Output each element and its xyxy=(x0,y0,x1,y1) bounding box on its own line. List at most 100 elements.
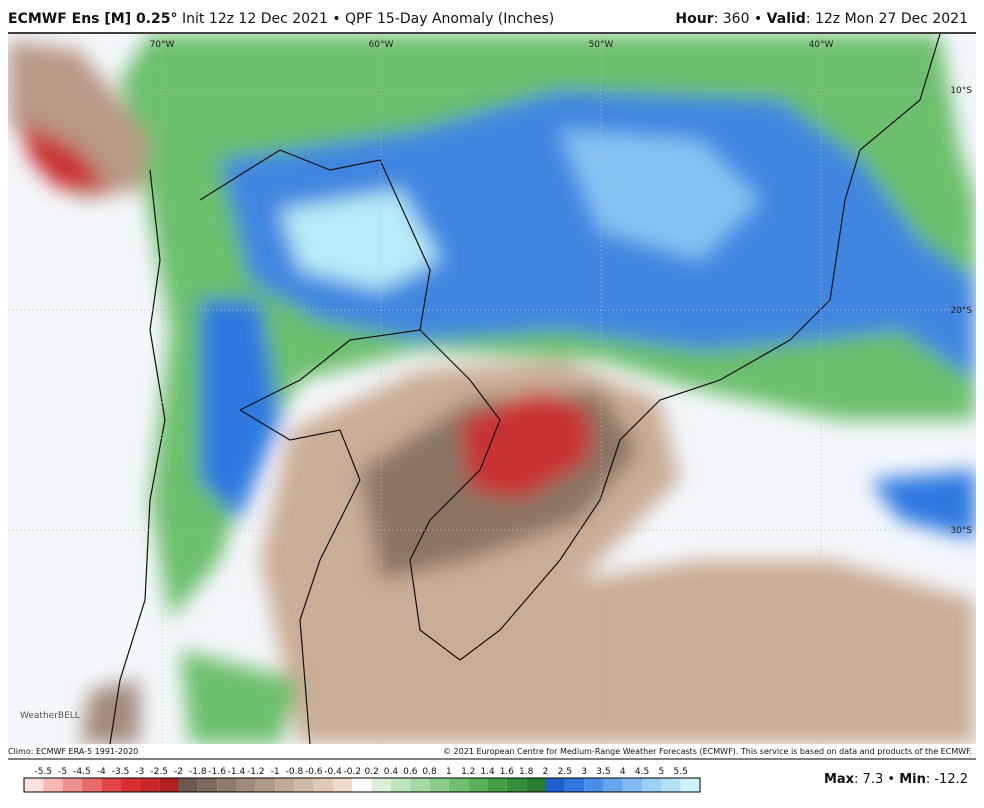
colorbar-swatch xyxy=(410,778,430,792)
colorbar-swatch xyxy=(526,778,546,792)
colorbar-label: 1 xyxy=(446,767,452,777)
longitude-labels: 70°W 60°W 50°W 40°W xyxy=(150,34,834,744)
colorbar-swatch xyxy=(178,778,198,792)
max-value: : 7.3 • xyxy=(854,772,896,787)
valid-value: : 12z Mon 27 Dec 2021 xyxy=(805,11,968,27)
colorbar-label: 1.4 xyxy=(480,767,495,777)
colorbar-label: -1.2 xyxy=(247,767,265,777)
colorbar-label: 0.4 xyxy=(384,767,399,777)
colorbar-label: -5.5 xyxy=(35,767,53,777)
colorbar-swatch xyxy=(62,778,82,792)
colorbar-swatch xyxy=(43,778,63,792)
colorbar-label: -2 xyxy=(174,767,183,777)
lon-label: 40°W xyxy=(809,40,834,50)
colorbar-swatch xyxy=(120,778,140,792)
colorbar-label: 0.8 xyxy=(422,767,437,777)
header-right: Hour: 360 • Valid: 12z Mon 27 Dec 2021 xyxy=(675,11,968,27)
colorbar-swatch xyxy=(139,778,160,792)
colorbar-label: -1.6 xyxy=(208,767,226,777)
colorbar-label: 1.2 xyxy=(461,767,475,777)
colorbar-label: 3.5 xyxy=(596,767,610,777)
colorbar-swatch xyxy=(352,778,372,792)
colorbar-swatch xyxy=(333,778,353,792)
colorbar-label: 2 xyxy=(543,767,549,777)
colorbar-swatch xyxy=(545,778,565,792)
model-name: ECMWF Ens [M] 0.25° xyxy=(8,11,178,27)
colorbar-swatch xyxy=(197,778,218,792)
colorbar-label: -4.5 xyxy=(73,767,91,777)
hour-label: Hour xyxy=(675,11,714,27)
colorbar-label: -3 xyxy=(135,767,144,777)
colorbar-swatch xyxy=(564,778,585,792)
stats: Max: 7.3 • Min: -12.2 xyxy=(824,772,968,787)
colorbar-label: 4 xyxy=(620,767,626,777)
colorbar-label: -0.4 xyxy=(324,767,342,777)
colorbar-label: 1.6 xyxy=(500,767,515,777)
hour-value: : 360 • xyxy=(713,11,763,27)
lat-label: 10°S xyxy=(950,86,972,96)
colorbar-swatch xyxy=(506,778,527,792)
colorbar-label: -1.4 xyxy=(228,767,246,777)
borders xyxy=(109,34,941,744)
colorbar-label: 1.8 xyxy=(519,767,534,777)
min-value: : -12.2 xyxy=(925,772,968,787)
colorbar-frame xyxy=(23,777,701,793)
colorbar-swatch xyxy=(81,778,102,792)
valid-label: Valid xyxy=(766,11,806,27)
min-label: Min xyxy=(899,772,926,787)
colorbar-label: 0.6 xyxy=(403,767,418,777)
colorbar-label: 5 xyxy=(659,767,665,777)
colorbar-label: 2.5 xyxy=(558,767,572,777)
colorbar-label: -2.5 xyxy=(150,767,168,777)
colorbar-label: -0.6 xyxy=(305,767,323,777)
colorbar-label: 3 xyxy=(581,767,587,777)
colorbar-swatch xyxy=(642,778,662,792)
colorbar-label: -3.5 xyxy=(112,767,130,777)
max-label: Max xyxy=(823,772,855,787)
colorbar-label: 0.2 xyxy=(364,767,378,777)
colorbar-swatch xyxy=(217,778,237,792)
colorbar-swatch xyxy=(661,778,681,792)
colorbar-swatch xyxy=(255,778,276,792)
header-left: ECMWF Ens [M] 0.25° Init 12z 12 Dec 2021… xyxy=(8,11,554,27)
watermark: WeatherBELL xyxy=(20,711,80,721)
colorbar-swatch xyxy=(294,778,314,792)
lat-label: 20°S xyxy=(950,306,972,316)
colorbar-swatch xyxy=(680,778,700,792)
colorbar-swatch xyxy=(313,778,334,792)
colorbar-label: -1 xyxy=(271,767,280,777)
colorbar-swatch xyxy=(24,778,44,792)
colorbar: -5.5 -5 -4.5 -4 -3.5 -3 -2.5 -2 -1.8 -1.6 -1.4 -1.2… xyxy=(23,767,701,793)
colorbar-swatch xyxy=(101,778,121,792)
colorbar-label: 5.5 xyxy=(674,767,688,777)
colorbar-swatch xyxy=(603,778,623,792)
colorbar-swatch xyxy=(236,778,256,792)
colorbar-swatch xyxy=(487,778,507,792)
colorbar-label: 4.5 xyxy=(635,767,649,777)
colorbar-swatch xyxy=(371,778,391,792)
colorbar-swatch xyxy=(429,778,449,792)
colorbar-label: -5 xyxy=(58,767,67,777)
colorbar-swatch xyxy=(622,778,643,792)
run-title: Init 12z 12 Dec 2021 • QPF 15-Day Anomal… xyxy=(181,11,555,27)
lon-label: 70°W xyxy=(150,40,175,50)
latitude-labels: 10°S 20°S 30°S xyxy=(8,86,976,536)
colorbar-swatch xyxy=(584,778,604,792)
colorbar-label: -0.8 xyxy=(286,767,304,777)
colorbar-swatch xyxy=(468,778,488,792)
colorbar-swatch xyxy=(275,778,295,792)
lon-label: 50°W xyxy=(589,40,614,50)
climo-note: Climo: ECMWF ERA-5 1991-2020 xyxy=(8,747,138,756)
lat-label: 30°S xyxy=(950,526,972,536)
colorbar-label: -1.8 xyxy=(189,767,207,777)
anomaly-field: WeatherBELL xyxy=(8,34,976,744)
copyright: © 2021 European Centre for Medium-Range … xyxy=(443,747,972,756)
colorbar-label: -4 xyxy=(97,767,106,777)
colorbar-swatch xyxy=(159,778,179,792)
colorbar-label: -0.2 xyxy=(344,767,362,777)
colorbar-swatch xyxy=(390,778,411,792)
lon-label: 60°W xyxy=(369,40,394,50)
colorbar-swatch xyxy=(448,778,469,792)
